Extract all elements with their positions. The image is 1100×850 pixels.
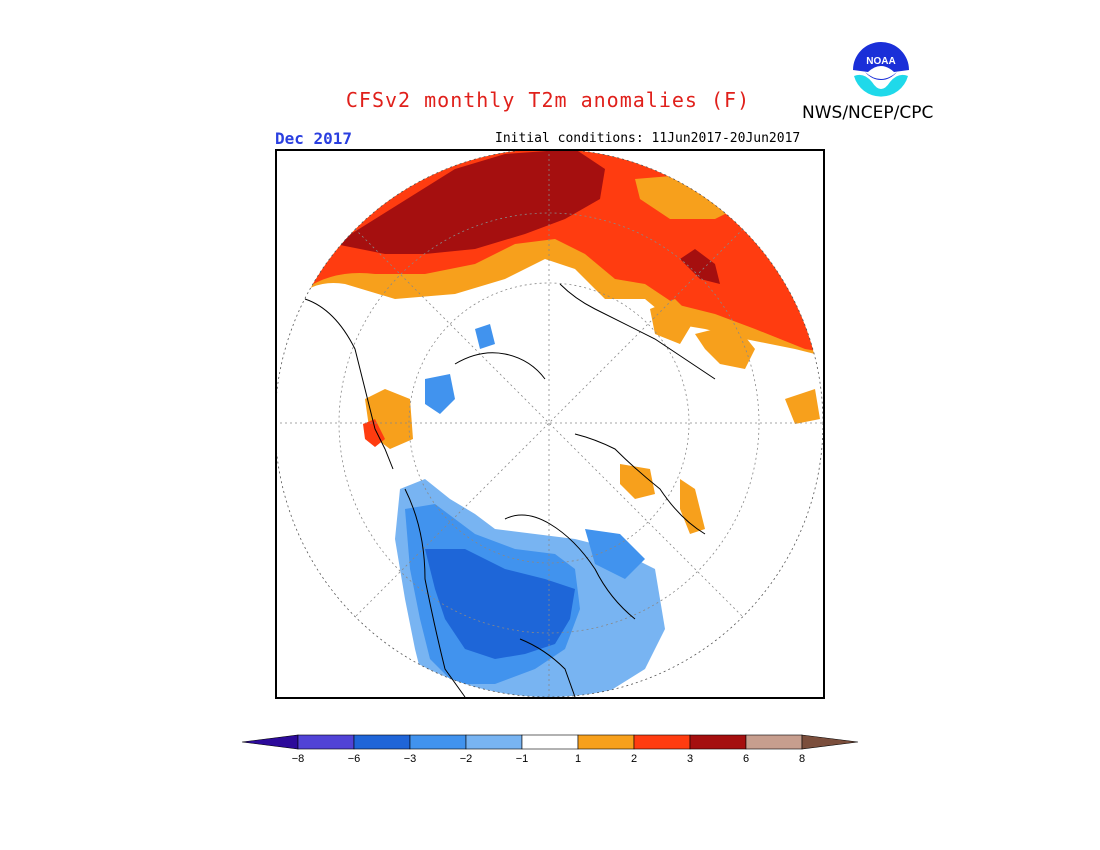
colorbar-tick-label: 6	[743, 753, 749, 765]
anomaly-blue-patch-arctic	[425, 324, 645, 579]
colorbar-tick-label: −3	[404, 753, 417, 765]
colorbar-tick-label: 2	[631, 753, 637, 765]
noaa-logo-text: NOAA	[866, 56, 895, 67]
noaa-logo-icon: NOAA	[851, 42, 911, 103]
anomaly-red-patch-alaska	[363, 419, 385, 447]
colorbar-segment	[521, 734, 579, 750]
map-frame	[275, 149, 825, 699]
colorbar-tick-label: −8	[292, 753, 305, 765]
anomaly-orange-patch-east	[650, 299, 820, 424]
colorbar-tick-label: 1	[575, 753, 581, 765]
graticule	[275, 149, 823, 697]
map-title: CFSv2 monthly T2m anomalies (F)	[345, 88, 751, 112]
anomaly-field	[275, 149, 823, 697]
anomaly-orange-patch-greenland	[620, 464, 705, 534]
anomaly-blue-region	[425, 549, 575, 659]
colorbar-segment	[297, 734, 355, 750]
colorbar-tick-label: −1	[516, 753, 529, 765]
colorbar-tick-label: 8	[799, 753, 805, 765]
colorbar-arrow-high	[801, 734, 859, 750]
anomaly-dark-red-region	[335, 149, 605, 254]
initial-conditions-label: Initial conditions: 11Jun2017-20Jun2017	[495, 131, 801, 146]
colorbar-tick-label: −2	[460, 753, 473, 765]
anomaly-orange-band-east	[635, 174, 745, 219]
colorbar-tick-label: 3	[687, 753, 693, 765]
colorbar-segment	[409, 734, 467, 750]
colorbar-segment	[577, 734, 635, 750]
colorbar-segment	[353, 734, 411, 750]
forecast-month: Dec 2017	[275, 129, 353, 148]
colorbar-segment	[745, 734, 803, 750]
anomaly-dark-red-patch	[680, 249, 720, 284]
coastlines	[304, 283, 716, 698]
colorbar-arrow-low	[241, 734, 299, 750]
colorbar-segment	[689, 734, 747, 750]
colorbar-tick-label: −6	[348, 753, 361, 765]
colorbar: −8 −6 −3 −2 −1 1 2 3 6 8	[241, 734, 859, 765]
colorbar-segment	[633, 734, 691, 750]
colorbar-segment	[465, 734, 523, 750]
agency-label: NWS/NCEP/CPC	[802, 103, 934, 123]
polar-map	[275, 149, 825, 699]
